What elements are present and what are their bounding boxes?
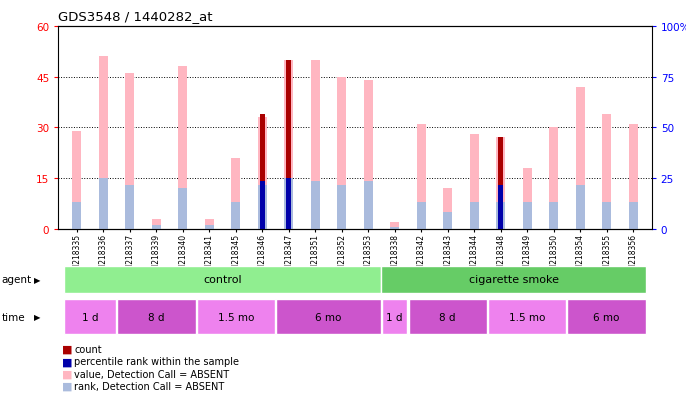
Bar xyxy=(258,118,267,229)
Bar xyxy=(126,74,134,229)
Bar xyxy=(152,226,161,229)
Bar xyxy=(390,228,399,229)
Bar xyxy=(311,61,320,229)
Bar xyxy=(498,185,503,229)
Bar xyxy=(311,182,320,229)
Bar xyxy=(549,202,558,229)
Text: agent: agent xyxy=(1,275,32,285)
Bar xyxy=(117,299,196,335)
Bar xyxy=(276,299,381,335)
Bar xyxy=(382,299,407,335)
Bar xyxy=(64,299,116,335)
Bar xyxy=(99,57,108,229)
Bar xyxy=(258,185,267,229)
Bar xyxy=(443,212,452,229)
Text: ■: ■ xyxy=(62,369,72,379)
Text: cigarette smoke: cigarette smoke xyxy=(469,275,559,285)
Bar xyxy=(152,219,161,229)
Bar xyxy=(523,202,532,229)
Bar xyxy=(628,125,638,229)
Bar xyxy=(126,185,134,229)
Bar xyxy=(567,299,646,335)
Text: 8 d: 8 d xyxy=(148,312,165,322)
Bar xyxy=(231,202,240,229)
Text: GDS3548 / 1440282_at: GDS3548 / 1440282_at xyxy=(58,10,213,23)
Text: 1.5 mo: 1.5 mo xyxy=(509,312,545,322)
Text: ■: ■ xyxy=(62,344,72,354)
Text: ■: ■ xyxy=(62,381,72,391)
Bar xyxy=(470,202,479,229)
Bar xyxy=(443,189,452,229)
Text: 1.5 mo: 1.5 mo xyxy=(217,312,254,322)
Text: value, Detection Call = ABSENT: value, Detection Call = ABSENT xyxy=(74,369,229,379)
Bar xyxy=(364,81,373,229)
Text: control: control xyxy=(203,275,242,285)
Text: time: time xyxy=(1,312,25,322)
Bar xyxy=(576,88,584,229)
Bar xyxy=(628,202,638,229)
Bar xyxy=(197,299,275,335)
Text: 1 d: 1 d xyxy=(82,312,98,322)
Bar xyxy=(286,61,291,229)
Bar xyxy=(178,189,187,229)
Text: ■: ■ xyxy=(62,356,72,366)
Bar xyxy=(602,114,611,229)
Bar xyxy=(488,299,567,335)
Bar xyxy=(390,223,399,229)
Bar xyxy=(337,77,346,229)
Bar xyxy=(99,178,108,229)
Bar xyxy=(496,202,506,229)
Bar xyxy=(231,158,240,229)
Bar xyxy=(204,219,214,229)
Bar xyxy=(409,299,487,335)
Bar xyxy=(260,114,265,229)
Bar xyxy=(470,135,479,229)
Text: 6 mo: 6 mo xyxy=(593,312,620,322)
Text: count: count xyxy=(74,344,102,354)
Bar xyxy=(496,138,506,229)
Text: 1 d: 1 d xyxy=(386,312,403,322)
Text: percentile rank within the sample: percentile rank within the sample xyxy=(74,356,239,366)
Bar xyxy=(549,128,558,229)
Bar xyxy=(284,61,294,229)
Bar xyxy=(64,266,381,294)
Bar xyxy=(576,185,584,229)
Text: rank, Detection Call = ABSENT: rank, Detection Call = ABSENT xyxy=(74,381,224,391)
Bar xyxy=(286,178,291,229)
Text: 6 mo: 6 mo xyxy=(316,312,342,322)
Bar xyxy=(178,67,187,229)
Bar xyxy=(72,202,82,229)
Bar xyxy=(381,266,646,294)
Bar xyxy=(498,138,503,229)
Text: ▶: ▶ xyxy=(34,313,40,321)
Bar xyxy=(204,226,214,229)
Bar xyxy=(364,182,373,229)
Bar xyxy=(523,169,532,229)
Bar xyxy=(602,202,611,229)
Bar xyxy=(260,182,265,229)
Text: 8 d: 8 d xyxy=(440,312,456,322)
Text: ▶: ▶ xyxy=(34,275,40,284)
Bar xyxy=(416,125,426,229)
Bar xyxy=(72,131,82,229)
Bar xyxy=(337,185,346,229)
Bar xyxy=(284,178,294,229)
Bar xyxy=(416,202,426,229)
